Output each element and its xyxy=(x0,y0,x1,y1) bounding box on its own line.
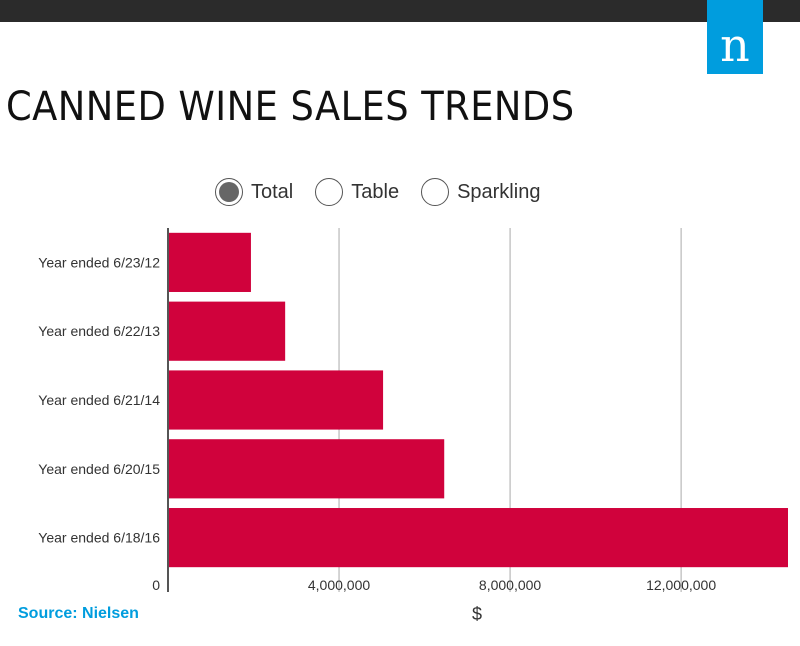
toggle-table[interactable]: Table xyxy=(315,178,399,206)
x-axis-label: $ xyxy=(472,604,482,624)
category-label: Year ended 6/21/14 xyxy=(38,392,160,408)
radio-selected-dot xyxy=(219,182,239,202)
page-title: CANNED WINE SALES TRENDS xyxy=(6,84,575,130)
top-bar xyxy=(0,0,800,22)
x-tick-label: 12,000,000 xyxy=(646,577,716,593)
bar xyxy=(168,301,286,361)
series-toggle-group: Total Table Sparkling xyxy=(215,178,562,206)
radio-table[interactable] xyxy=(315,178,344,206)
toggle-label-total: Total xyxy=(251,180,294,203)
source-credit: Source: Nielsen xyxy=(18,605,139,622)
category-label: Year ended 6/22/13 xyxy=(38,323,160,339)
bar xyxy=(168,439,445,499)
logo-letter: n xyxy=(720,18,750,72)
x-tick-label: 4,000,000 xyxy=(308,577,370,593)
toggle-total[interactable]: Total xyxy=(215,178,293,206)
toggle-label-sparkling: Sparkling xyxy=(457,180,541,203)
toggle-sparkling[interactable]: Sparkling xyxy=(421,178,540,206)
toggle-label-table: Table xyxy=(351,180,400,203)
radio-total[interactable] xyxy=(215,178,243,206)
category-label: Year ended 6/23/12 xyxy=(38,254,160,270)
x-tick-label: 8,000,000 xyxy=(479,577,541,593)
bar xyxy=(168,508,788,568)
bar xyxy=(168,370,384,430)
nielsen-logo: n xyxy=(707,0,763,74)
category-label: Year ended 6/18/16 xyxy=(38,530,160,546)
category-label: Year ended 6/20/15 xyxy=(38,461,160,477)
bar xyxy=(168,232,251,292)
radio-sparkling[interactable] xyxy=(421,178,450,206)
x-tick-label: 0 xyxy=(152,577,160,593)
